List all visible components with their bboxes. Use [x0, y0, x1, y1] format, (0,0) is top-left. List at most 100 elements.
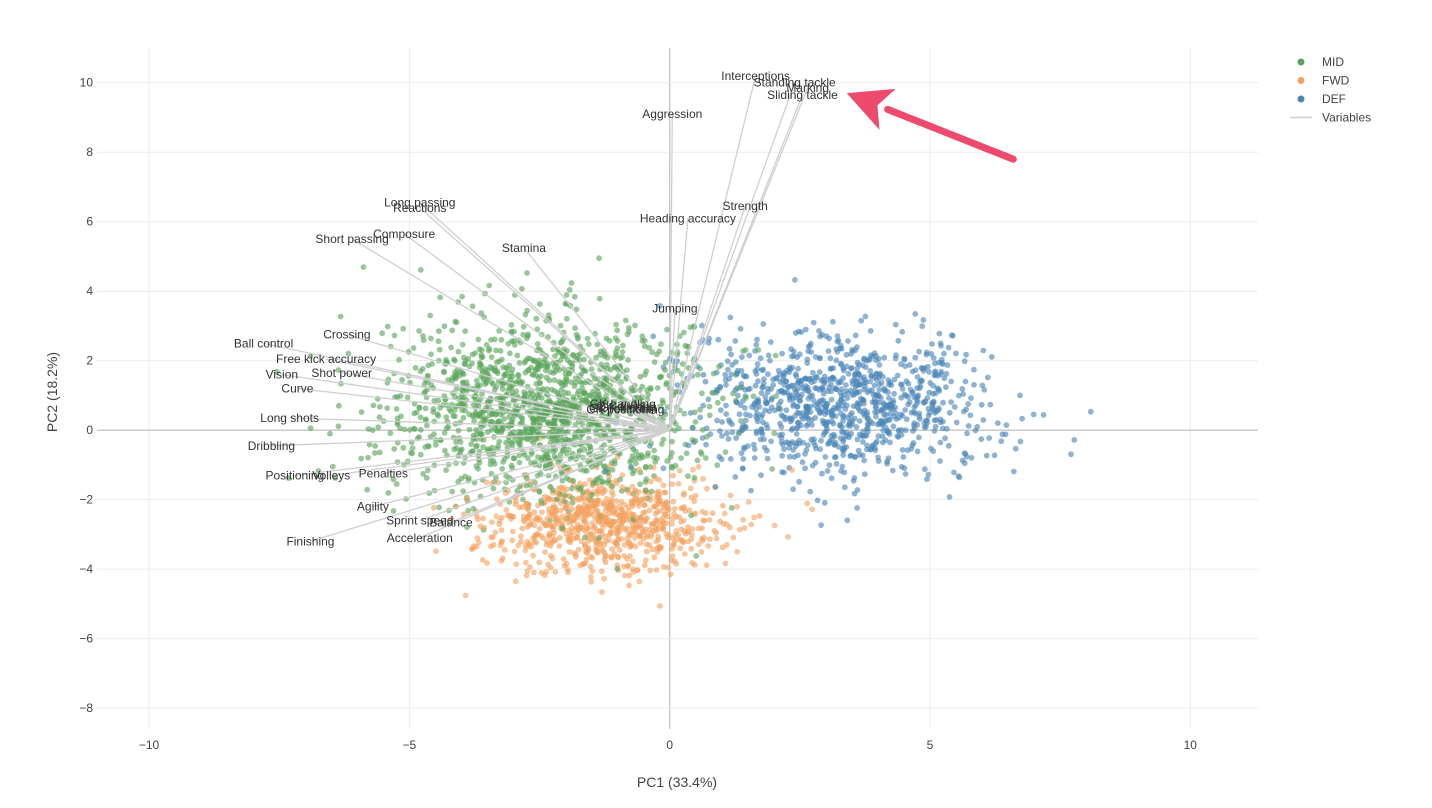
- label-agility: Agility: [357, 500, 389, 514]
- point-fwd: [488, 543, 494, 550]
- point-def: [856, 401, 863, 408]
- point-def: [819, 397, 825, 404]
- point-def: [804, 442, 811, 448]
- point-def: [761, 444, 768, 451]
- point-fwd: [588, 536, 595, 543]
- point-fwd: [615, 512, 622, 519]
- label-long-shots: Long shots: [260, 411, 319, 425]
- point-fwd: [689, 526, 696, 532]
- point-mid: [609, 404, 616, 410]
- label-penalties: Penalties: [359, 467, 408, 481]
- point-mid: [497, 411, 504, 418]
- vector-stamina: [523, 247, 671, 431]
- point-def: [779, 469, 785, 475]
- point-mid: [503, 439, 509, 446]
- vector-strength: [669, 205, 746, 431]
- point-def: [844, 395, 851, 401]
- point-mid: [624, 367, 630, 373]
- point-fwd: [584, 525, 591, 532]
- point-def: [999, 431, 1006, 438]
- point-def: [818, 437, 824, 444]
- point-fwd: [603, 553, 610, 559]
- point-mid: [660, 436, 667, 443]
- label-gk-reflexes: GK reflexes: [589, 402, 652, 416]
- point-def: [719, 433, 725, 439]
- point-def: [879, 433, 886, 440]
- point-def: [837, 360, 844, 367]
- legend-item-mid[interactable]: MID: [1297, 55, 1345, 69]
- point-def: [876, 399, 882, 406]
- point-fwd: [551, 537, 558, 543]
- point-fwd: [511, 548, 518, 555]
- point-def: [925, 471, 932, 478]
- point-def: [891, 390, 897, 397]
- point-mid: [385, 490, 392, 496]
- point-def: [1087, 408, 1094, 415]
- point-def: [834, 333, 841, 339]
- point-mid: [611, 364, 618, 371]
- point-mid: [728, 505, 735, 511]
- point-def: [805, 376, 812, 383]
- point-def: [716, 453, 723, 460]
- point-fwd: [630, 569, 637, 575]
- point-def: [885, 381, 892, 388]
- point-mid: [581, 534, 588, 541]
- point-mid: [554, 496, 560, 503]
- point-def: [670, 358, 677, 365]
- point-fwd: [557, 500, 564, 507]
- y-tick-label: −6: [79, 632, 93, 646]
- point-mid: [551, 377, 558, 384]
- legend-item-variables[interactable]: Variables: [1290, 111, 1371, 125]
- point-def: [895, 434, 902, 440]
- point-mid: [570, 477, 577, 484]
- point-def: [860, 439, 866, 445]
- point-def: [768, 438, 774, 445]
- legend-item-def[interactable]: DEF: [1297, 92, 1347, 106]
- point-mid: [583, 467, 590, 474]
- point-mid: [604, 365, 611, 372]
- point-mid: [434, 411, 441, 418]
- point-def: [838, 393, 845, 400]
- point-mid: [681, 410, 688, 417]
- point-mid: [559, 447, 566, 454]
- point-mid: [642, 487, 649, 494]
- variable-vectors: [263, 75, 809, 542]
- point-mid: [563, 315, 570, 322]
- point-fwd: [740, 516, 746, 523]
- point-mid: [654, 385, 661, 391]
- point-def: [946, 494, 953, 500]
- point-def: [965, 401, 972, 407]
- legend-item-fwd[interactable]: FWD: [1297, 74, 1350, 88]
- point-mid: [743, 394, 749, 401]
- point-fwd: [809, 506, 816, 513]
- legend[interactable]: MID FWD DEF Variables: [1290, 55, 1371, 125]
- point-def: [936, 330, 943, 337]
- point-mid: [622, 317, 629, 324]
- point-fwd: [575, 509, 581, 516]
- point-def: [729, 362, 736, 368]
- point-def: [833, 386, 840, 393]
- point-mid: [564, 357, 571, 364]
- point-mid: [335, 423, 342, 430]
- point-mid: [513, 379, 520, 386]
- point-mid: [471, 418, 477, 424]
- point-def: [916, 416, 923, 422]
- point-def: [909, 442, 916, 449]
- vector-aggression: [669, 114, 673, 431]
- point-def: [779, 350, 785, 357]
- point-fwd: [552, 569, 559, 575]
- point-mid: [551, 436, 558, 443]
- point-mid: [645, 391, 652, 398]
- point-fwd: [560, 556, 567, 562]
- point-def: [899, 412, 906, 419]
- point-def: [760, 321, 767, 327]
- point-fwd: [685, 524, 691, 530]
- point-def: [875, 355, 882, 362]
- point-def: [736, 411, 743, 418]
- point-mid: [557, 322, 564, 329]
- point-def: [964, 430, 970, 437]
- point-def: [810, 369, 816, 376]
- point-fwd: [463, 496, 470, 502]
- point-def: [901, 356, 908, 363]
- point-def: [810, 319, 817, 326]
